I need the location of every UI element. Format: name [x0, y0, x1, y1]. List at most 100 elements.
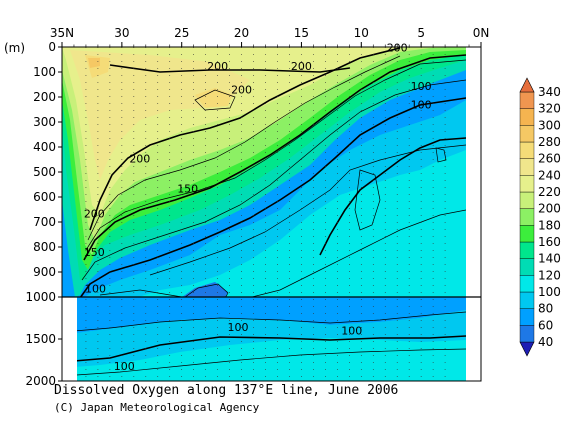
x-tick-label: 30 — [114, 26, 129, 40]
contour-label: 100 — [411, 80, 432, 93]
contour-label: 100 — [341, 325, 362, 338]
contour-label: 100 — [114, 360, 135, 373]
colorbar-label: 300 — [538, 118, 561, 132]
colorbar-swatch — [519, 108, 535, 126]
colorbar-swatch — [519, 241, 535, 259]
y-tick-label: 600 — [33, 190, 56, 204]
y-tick-label: 2000 — [25, 374, 56, 388]
x-tick-label: 0N — [473, 26, 490, 40]
no-data-area — [466, 47, 481, 381]
y-unit-label: (m) — [4, 41, 25, 55]
x-tick-label: 5 — [417, 26, 425, 40]
colorbar-label: 200 — [538, 202, 561, 216]
colorbar-swatch — [519, 125, 535, 143]
contour-label: 200 — [129, 152, 150, 165]
contour-label: 200 — [291, 60, 312, 73]
y-tick-label: 1500 — [25, 332, 56, 346]
y-axis-ticks: 0 100 200 300 400 500 600 700 800 900 1000 1500 2000 — [25, 40, 62, 388]
x-tick-label: 15 — [294, 26, 309, 40]
contour-label: 150 — [84, 246, 105, 259]
y-tick-label: 400 — [33, 140, 56, 154]
contour-line-thin1 — [85, 59, 467, 251]
contour-label: 100 — [411, 99, 432, 112]
y-tick-label: 700 — [33, 215, 56, 229]
contour-line-100b — [319, 137, 467, 256]
colorbar-label: 140 — [538, 252, 561, 266]
colorbar-swatch — [519, 308, 535, 326]
band-lower-80 — [62, 297, 466, 335]
colorbar-label: 160 — [538, 235, 561, 249]
contour-line-lower-100 — [62, 335, 467, 363]
contour-fill-lower — [62, 297, 481, 381]
y-tick-label: 1000 — [25, 290, 56, 304]
y-tick-label: 200 — [33, 90, 56, 104]
colorbar-label: 180 — [538, 218, 561, 232]
y-tick-label: 0 — [48, 40, 56, 54]
band-260-280 — [88, 58, 100, 68]
colorbar: 340 320 300 280 260 240 220 200 180 160 140 120 100 8… — [519, 77, 561, 357]
contour-label: 150 — [177, 182, 198, 195]
contour-line-thin4 — [149, 144, 467, 276]
contour-line-thin3 — [81, 79, 467, 281]
colorbar-swatch — [519, 91, 535, 109]
colorbar-swatch — [519, 158, 535, 176]
chart-title: Dissolved Oxygen along 137°E line, June … — [54, 383, 399, 398]
contour-fill-upper — [62, 47, 481, 381]
x-tick-label: 25 — [174, 26, 189, 40]
colorbar-swatch — [519, 258, 535, 276]
contour-lines-upper — [79, 47, 467, 319]
colorbar-label: 100 — [538, 285, 561, 299]
colorbar-swatch — [519, 325, 535, 343]
colorbar-bottom-arrow — [519, 341, 535, 357]
y-tick-label: 100 — [33, 65, 56, 79]
contour-label: 200 — [207, 60, 228, 73]
contour-line-thin2 — [87, 55, 401, 241]
contour-line-100 — [79, 97, 467, 299]
y-tick-label: 500 — [33, 165, 56, 179]
contour-line-200b — [109, 64, 351, 73]
colorbar-swatch — [519, 275, 535, 293]
colorbar-label: 320 — [538, 102, 561, 116]
colorbar-swatch — [519, 141, 535, 159]
colorbar-swatch — [519, 225, 535, 243]
colorbar-label: 260 — [538, 152, 561, 166]
x-tick-label: 20 — [234, 26, 249, 40]
contour-line-200 — [89, 47, 401, 231]
band-lower-100 — [62, 310, 466, 368]
contour-line-lower-thin1 — [62, 311, 467, 333]
contour-line-lower-thin2 — [62, 348, 467, 377]
contour-label: 200 — [231, 84, 252, 97]
plot-frame — [61, 46, 482, 382]
contour-line-thin5 — [99, 209, 467, 301]
colorbar-swatch — [519, 291, 535, 309]
band-220-240 — [70, 50, 250, 180]
x-tick-label: 10 — [354, 26, 369, 40]
colorbar-label: 120 — [538, 268, 561, 282]
colorbar-swatch — [519, 208, 535, 226]
colorbar-label: 60 — [538, 318, 553, 332]
y-tick-label: 300 — [33, 115, 56, 129]
contour-label: 100 — [85, 282, 106, 295]
contour-label: 200 — [84, 207, 105, 220]
colorbar-label: 80 — [538, 302, 553, 316]
colorbar-label: 280 — [538, 135, 561, 149]
x-tick-label: 35N — [50, 26, 74, 40]
colorbar-swatch — [519, 191, 535, 209]
chart-credit: (C) Japan Meteorological Agency — [54, 401, 260, 414]
colorbar-label: 220 — [538, 185, 561, 199]
contour-line-thin6 — [194, 89, 236, 111]
contour-label: 200 — [387, 42, 408, 55]
y-tick-label: 800 — [33, 240, 56, 254]
no-data-left — [62, 297, 77, 381]
x-axis-ticks: 35N 30 25 20 15 10 5 0N — [50, 26, 489, 47]
contour-label: 100 — [227, 321, 248, 334]
colorbar-label: 340 — [538, 85, 561, 99]
contour-lines-lower — [62, 311, 467, 377]
y-tick-label: 900 — [33, 265, 56, 279]
colorbar-swatch — [519, 175, 535, 193]
colorbar-label: 240 — [538, 168, 561, 182]
colorbar-label: 40 — [538, 335, 553, 349]
colorbar-top-arrow — [519, 77, 535, 93]
